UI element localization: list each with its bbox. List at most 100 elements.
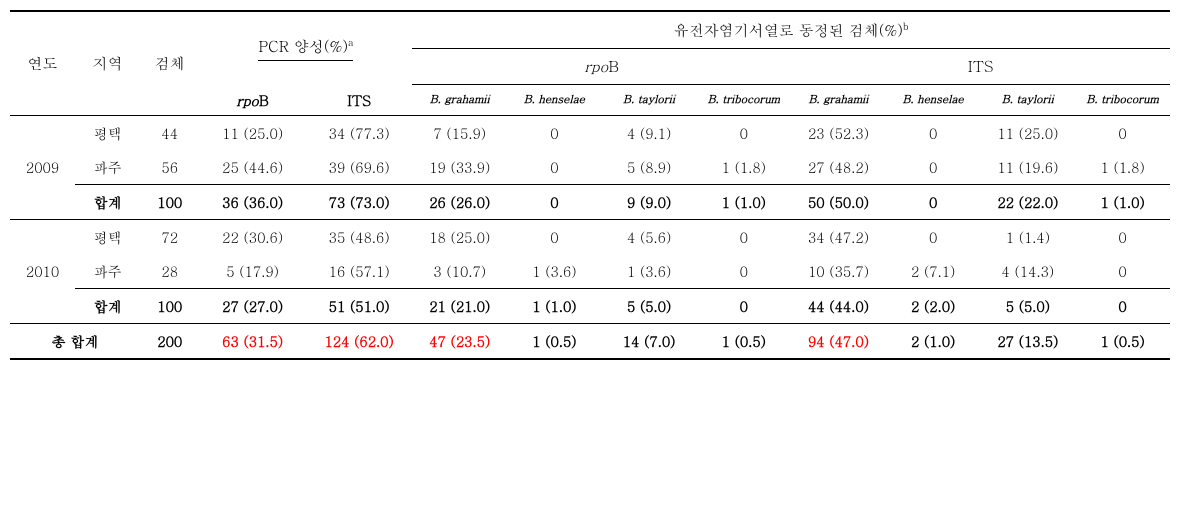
cell-value: 9 (9.0) — [602, 184, 697, 219]
cell-sample: 100 — [140, 184, 199, 219]
subheader-sp-i1: B. grahamii — [791, 85, 886, 116]
cell-value: 0 — [507, 219, 602, 254]
cell-value: 0 — [507, 184, 602, 219]
cell-value: 0 — [1075, 115, 1170, 150]
cell-value: 11 (25.0) — [981, 115, 1076, 150]
cell-sample: 100 — [140, 288, 199, 323]
table-row-grandtotal: 총 합계 200 63 (31.5) 124 (62.0) 47 (23.5) … — [10, 323, 1170, 359]
cell-region: 파주 — [75, 150, 140, 185]
cell-value: 0 — [886, 184, 981, 219]
cell-value: 1 (1.0) — [507, 288, 602, 323]
data-table-container: 연도 지역 검체 PCR 양성(%)a 유전자염기서열로 동정된 검체(%)b … — [10, 10, 1170, 360]
cell-value: 0 — [1075, 288, 1170, 323]
cell-year-2010: 2010 — [10, 219, 75, 323]
cell-value: 27 (13.5) — [981, 323, 1076, 359]
cell-value: 1 (1.0) — [696, 184, 791, 219]
cell-value: 10 (35.7) — [791, 254, 886, 289]
cell-value: 44 (44.0) — [791, 288, 886, 323]
cell-value: 5 (8.9) — [602, 150, 697, 185]
table-row: 파주 28 5 (17.9) 16 (57.1) 3 (10.7) 1 (3.6… — [10, 254, 1170, 289]
cell-value: 22 (22.0) — [981, 184, 1076, 219]
cell-value: 0 — [507, 115, 602, 150]
cell-value: 5 (5.0) — [602, 288, 697, 323]
cell-value: 18 (25.0) — [412, 219, 507, 254]
cell-value: 27 (27.0) — [199, 288, 306, 323]
cell-value: 1 (1.8) — [696, 150, 791, 185]
cell-value: 11 (19.6) — [981, 150, 1076, 185]
header-sample: 검체 — [140, 11, 199, 115]
cell-value: 16 (57.1) — [306, 254, 413, 289]
cell-value: 1 (3.6) — [507, 254, 602, 289]
cell-value: 1 (1.0) — [1075, 184, 1170, 219]
header-year: 연도 — [10, 11, 75, 115]
cell-value: 3 (10.7) — [412, 254, 507, 289]
table-row-subtotal: 합계 100 36 (36.0) 73 (73.0) 26 (26.0) 0 9… — [10, 184, 1170, 219]
subheader-sp-r3: B. taylorii — [602, 85, 697, 116]
cell-value: 5 (5.0) — [981, 288, 1076, 323]
cell-total-label: 총 합계 — [10, 323, 140, 359]
cell-value: 26 (26.0) — [412, 184, 507, 219]
cell-value: 73 (73.0) — [306, 184, 413, 219]
table-row: 2010 평택 72 22 (30.6) 35 (48.6) 18 (25.0)… — [10, 219, 1170, 254]
table-row: 2009 평택 44 11 (25.0) 34 (77.3) 7 (15.9) … — [10, 115, 1170, 150]
cell-value: 0 — [696, 288, 791, 323]
cell-region: 평택 — [75, 219, 140, 254]
cell-region: 합계 — [75, 288, 140, 323]
cell-value: 7 (15.9) — [412, 115, 507, 150]
cell-value: 36 (36.0) — [199, 184, 306, 219]
cell-value: 2 (7.1) — [886, 254, 981, 289]
cell-region: 평택 — [75, 115, 140, 150]
subheader-sp-i4: B. tribocorum — [1075, 85, 1170, 116]
cell-value: 1 (3.6) — [602, 254, 697, 289]
cell-sample: 44 — [140, 115, 199, 150]
cell-value: 4 (5.6) — [602, 219, 697, 254]
table-row: 파주 56 25 (44.6) 39 (69.6) 19 (33.9) 0 5 … — [10, 150, 1170, 185]
cell-value: 0 — [696, 254, 791, 289]
cell-value: 34 (77.3) — [306, 115, 413, 150]
cell-value: 1 (1.8) — [1075, 150, 1170, 185]
cell-sample: 56 — [140, 150, 199, 185]
cell-value-highlight: 94 (47.0) — [791, 323, 886, 359]
cell-value: 0 — [1075, 219, 1170, 254]
cell-value: 0 — [696, 115, 791, 150]
cell-value: 39 (69.6) — [306, 150, 413, 185]
cell-value: 0 — [886, 115, 981, 150]
cell-region: 합계 — [75, 184, 140, 219]
cell-sample: 200 — [140, 323, 199, 359]
cell-value: 1 (0.5) — [696, 323, 791, 359]
cell-value: 4 (14.3) — [981, 254, 1076, 289]
cell-value: 51 (51.0) — [306, 288, 413, 323]
header-identified: 유전자염기서열로 동정된 검체(%)b — [412, 11, 1170, 49]
header-region: 지역 — [75, 11, 140, 115]
subheader-sp-r4: B. tribocorum — [696, 85, 791, 116]
cell-value: 35 (48.6) — [306, 219, 413, 254]
cell-value: 23 (52.3) — [791, 115, 886, 150]
cell-sample: 72 — [140, 219, 199, 254]
subheader-sp-i3: B. taylorii — [981, 85, 1076, 116]
cell-value: 21 (21.0) — [412, 288, 507, 323]
subheader-sp-r2: B. henselae — [507, 85, 602, 116]
cell-value: 27 (48.2) — [791, 150, 886, 185]
cell-value: 19 (33.9) — [412, 150, 507, 185]
cell-value: 2 (1.0) — [886, 323, 981, 359]
cell-value: 4 (9.1) — [602, 115, 697, 150]
cell-value: 50 (50.0) — [791, 184, 886, 219]
cell-value: 1 (0.5) — [507, 323, 602, 359]
subheader-sp-r1: B. grahamii — [412, 85, 507, 116]
subheader-its: ITS — [306, 85, 413, 116]
cell-value: 22 (30.6) — [199, 219, 306, 254]
cell-year-2009: 2009 — [10, 115, 75, 219]
header-pcr: PCR 양성(%)a — [199, 11, 412, 85]
header-rpoB-group: rpoB — [412, 49, 791, 85]
cell-value: 0 — [507, 150, 602, 185]
cell-value-highlight: 47 (23.5) — [412, 323, 507, 359]
results-table: 연도 지역 검체 PCR 양성(%)a 유전자염기서열로 동정된 검체(%)b … — [10, 10, 1170, 360]
cell-region: 파주 — [75, 254, 140, 289]
cell-value: 0 — [886, 219, 981, 254]
cell-value: 11 (25.0) — [199, 115, 306, 150]
cell-value: 0 — [696, 219, 791, 254]
subheader-sp-i2: B. henselae — [886, 85, 981, 116]
cell-value: 2 (2.0) — [886, 288, 981, 323]
cell-value: 0 — [1075, 254, 1170, 289]
cell-value: 0 — [886, 150, 981, 185]
